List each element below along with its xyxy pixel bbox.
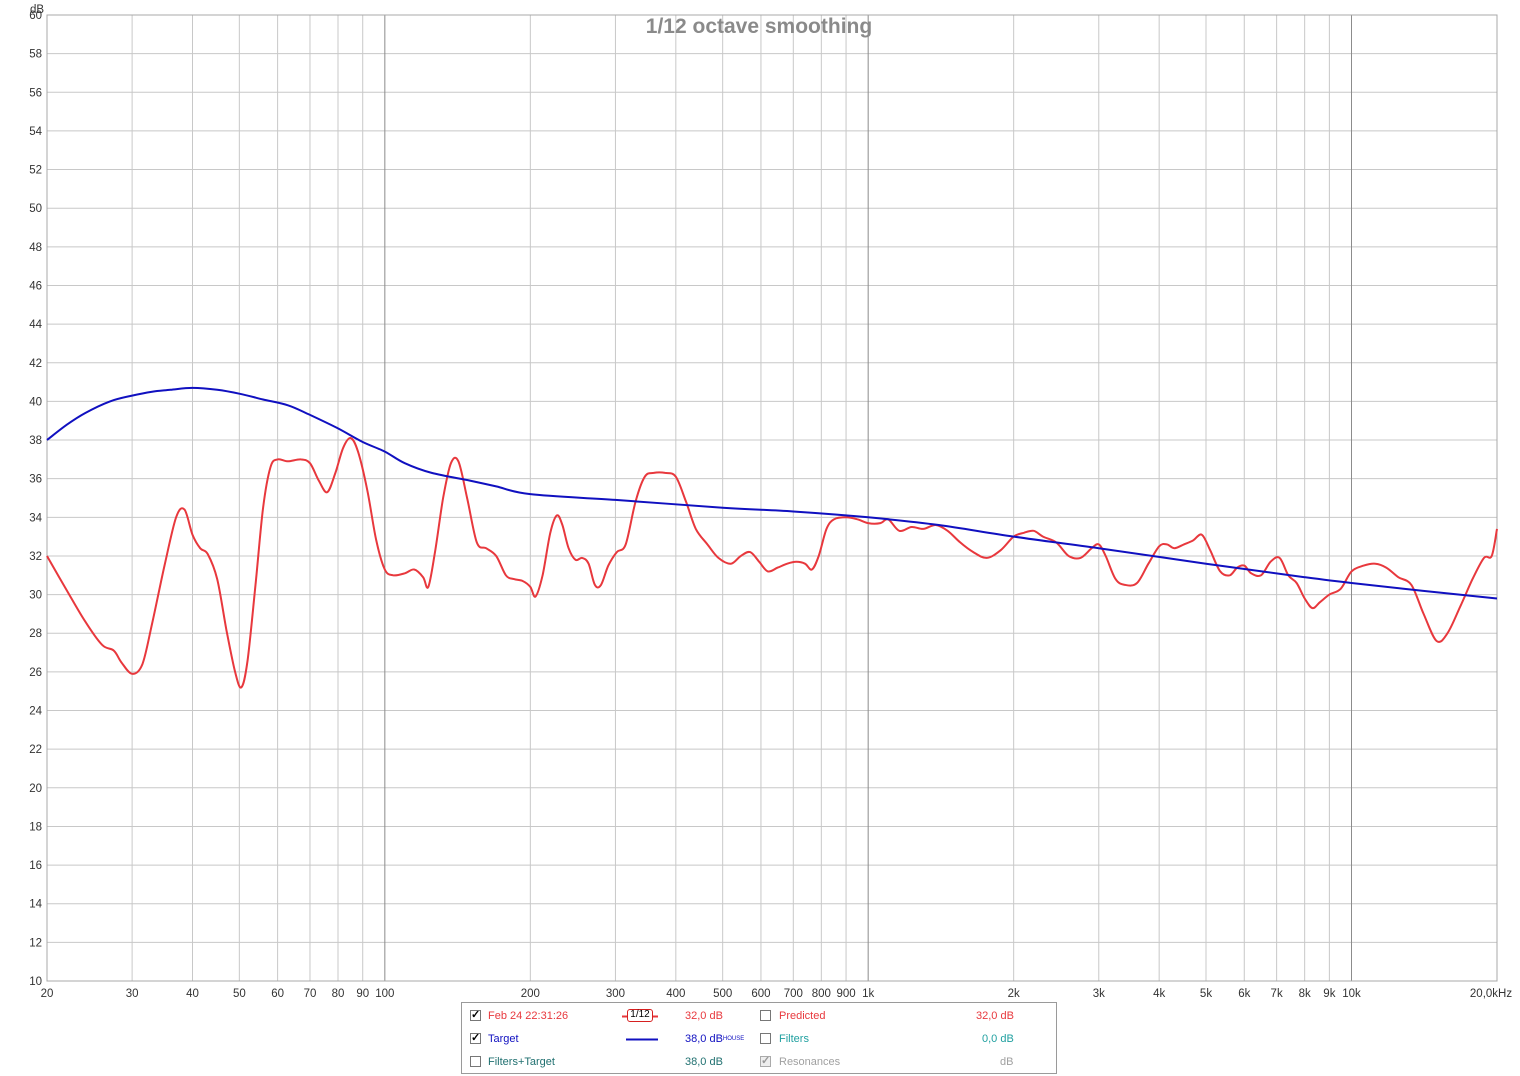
- y-tick-label: 10: [29, 976, 42, 988]
- predicted-value: 32,0 dB: [976, 1010, 1014, 1022]
- chart-title: 1/12 octave smoothing: [646, 15, 872, 38]
- x-tick-label: 30: [126, 988, 139, 1000]
- x-tick-label: 700: [784, 988, 803, 1000]
- x-tick-label: 600: [751, 988, 770, 1000]
- y-tick-label: 14: [29, 899, 42, 911]
- x-tick-label: 5k: [1200, 988, 1212, 1000]
- frequency-response-chart: dB 10 12 14 16 18 20 22 24 26 28 30 32 34 36 38 40 42 44 4…: [29, 4, 1513, 1000]
- x-tick-label: 300: [606, 988, 625, 1000]
- legend-panel: ✓ Feb 24 22:31:26 1/12 32,0 dB Predicted…: [461, 1002, 1057, 1074]
- y-tick-label: 32: [29, 551, 42, 563]
- y-tick-label: 30: [29, 590, 42, 602]
- legend-row-target: ✓ Target 38,0 dBHOUSE Filters 0,0 dB: [462, 1030, 1056, 1048]
- x-tick-label: 10k: [1342, 988, 1361, 1000]
- resonances-checkbox[interactable]: ✓: [760, 1055, 771, 1067]
- y-tick-label: 52: [29, 165, 42, 177]
- y-tick-label: 26: [29, 667, 42, 679]
- filters-target-value: 38,0 dB: [685, 1056, 723, 1068]
- y-tick-label: 18: [29, 821, 42, 833]
- x-tick-label: 800: [812, 988, 831, 1000]
- predicted-label: Predicted: [779, 1010, 826, 1022]
- y-tick-label: 16: [29, 860, 42, 872]
- x-tick-label: 6k: [1238, 988, 1250, 1000]
- target-checkbox[interactable]: ✓: [470, 1032, 481, 1044]
- target-value-sup: HOUSE: [722, 1036, 745, 1042]
- target-label: Target: [488, 1033, 519, 1045]
- x-tick-label: 200: [521, 988, 540, 1000]
- y-tick-label: 34: [29, 512, 42, 524]
- y-tick-label: 46: [29, 280, 42, 292]
- y-tick-label: 56: [29, 87, 42, 99]
- measurement-curve: [46, 437, 1498, 689]
- y-tick-label: 58: [29, 49, 42, 61]
- x-tick-label: 3k: [1093, 988, 1105, 1000]
- x-tick-label: 9k: [1323, 988, 1335, 1000]
- y-tick-label: 40: [29, 396, 42, 408]
- x-axis-ticks: 20 30 40 50 60 70 80 90 100 200 300 400 500 600 700 800…: [41, 988, 1513, 1000]
- y-tick-label: 38: [29, 435, 42, 447]
- x-tick-label: 500: [713, 988, 732, 1000]
- target-curve: [46, 386, 1498, 600]
- filters-value: 0,0 dB: [982, 1033, 1014, 1045]
- predicted-checkbox[interactable]: [760, 1010, 771, 1021]
- x-tick-label: 20: [41, 988, 54, 1000]
- y-tick-label: 20: [29, 783, 42, 795]
- smoothing-badge[interactable]: 1/12: [627, 1009, 653, 1022]
- y-tick-label: 44: [29, 319, 42, 331]
- y-tick-label: 36: [29, 474, 42, 486]
- resonances-label: Resonances: [779, 1056, 841, 1068]
- x-tick-label: 900: [836, 988, 855, 1000]
- filters-target-checkbox[interactable]: [470, 1056, 481, 1067]
- chart-grid: [46, 14, 1498, 982]
- x-tick-label: 70: [304, 988, 317, 1000]
- target-value: 38,0 dBHOUSE: [685, 1030, 744, 1048]
- resonances-value: dB: [1000, 1056, 1014, 1068]
- y-tick-label: 60: [29, 10, 42, 22]
- y-tick-label: 12: [29, 937, 42, 949]
- target-value-text: 38,0 dB: [685, 1033, 723, 1045]
- x-tick-label: 40: [186, 988, 199, 1000]
- y-tick-label: 48: [29, 242, 42, 254]
- filters-label: Filters: [779, 1033, 809, 1045]
- x-tick-label: 1k: [862, 988, 874, 1000]
- x-tick-label: 60: [271, 988, 284, 1000]
- measurement-label: Feb 24 22:31:26: [488, 1010, 569, 1022]
- measurement-checkbox[interactable]: ✓: [470, 1009, 481, 1021]
- filters-checkbox[interactable]: [760, 1033, 771, 1044]
- x-tick-label: 20,0kHz: [1470, 988, 1512, 1000]
- plot-frame: [46, 14, 1498, 982]
- series-layer: [46, 386, 1498, 689]
- x-tick-label: 400: [666, 988, 685, 1000]
- x-tick-label: 80: [332, 988, 345, 1000]
- x-tick-label: 50: [233, 988, 246, 1000]
- y-axis-label: dB: [30, 4, 44, 16]
- legend-row-measurement: ✓ Feb 24 22:31:26 1/12 32,0 dB Predicted…: [462, 1007, 1056, 1025]
- measurement-value: 32,0 dB: [685, 1010, 723, 1022]
- x-tick-label: 90: [356, 988, 369, 1000]
- y-tick-label: 42: [29, 358, 42, 370]
- legend-row-filters-target: Filters+Target 38,0 dB ✓ Resonances dB: [462, 1053, 1056, 1071]
- target-line-swatch: [626, 1038, 658, 1041]
- y-tick-label: 22: [29, 744, 42, 756]
- filters-target-label: Filters+Target: [488, 1056, 555, 1068]
- y-tick-label: 24: [29, 706, 42, 718]
- x-tick-label: 7k: [1271, 988, 1283, 1000]
- y-tick-label: 28: [29, 628, 42, 640]
- x-tick-label: 100: [375, 988, 394, 1000]
- y-tick-label: 54: [29, 126, 42, 138]
- x-tick-label: 8k: [1299, 988, 1311, 1000]
- y-axis-ticks: 10 12 14 16 18 20 22 24 26 28 30 32 34 36 38 40 42 44 46 48…: [29, 10, 42, 988]
- x-tick-label: 2k: [1008, 988, 1020, 1000]
- y-tick-label: 50: [29, 203, 42, 215]
- x-tick-label: 4k: [1153, 988, 1165, 1000]
